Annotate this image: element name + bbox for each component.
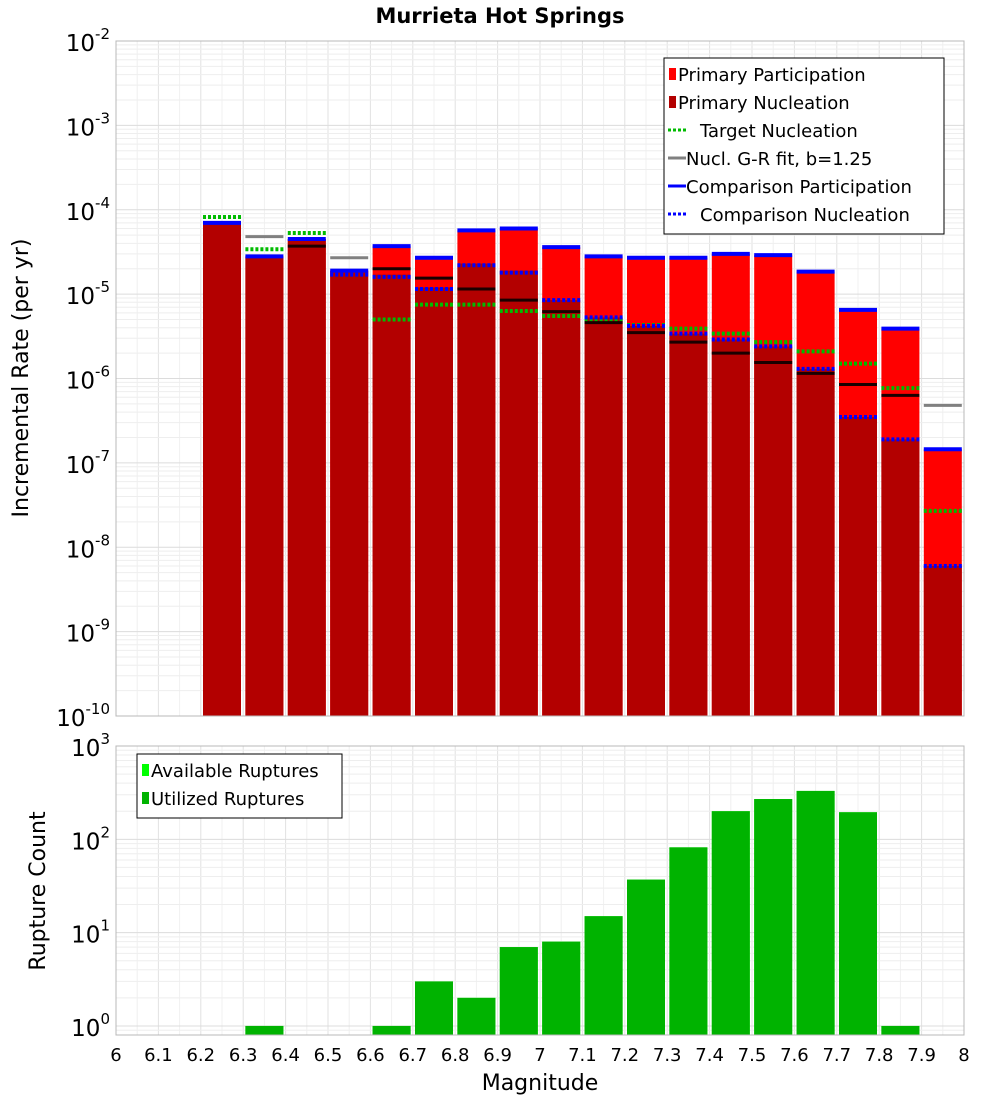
x-tick-label: 6.8	[441, 1045, 470, 1066]
rate-bar-primary-nucleation	[839, 416, 877, 716]
count-y-tick-label: 102	[71, 823, 110, 855]
x-tick-label: 6.6	[356, 1045, 385, 1066]
count-legend: Available Ruptures Utilized Ruptures	[136, 753, 343, 819]
rate-bar-primary-nucleation	[584, 317, 623, 716]
rate-bar-primary-nucleation	[287, 239, 326, 716]
count-frame	[115, 745, 965, 1036]
rate-y-tick-label: 10-5	[66, 278, 110, 310]
x-tick-label: 7.3	[653, 1045, 682, 1066]
rate-bar-primary-nucleation	[669, 333, 708, 716]
rate-y-tick-label: 10-8	[66, 531, 110, 563]
count-y-tick-labels: 100 101 102 103	[71, 730, 110, 1042]
x-tick-label: 7.8	[865, 1045, 894, 1066]
rate-bar-primary-nucleation	[627, 325, 665, 716]
x-tick-label: 6.9	[483, 1045, 512, 1066]
rate-y-tick-label: 10-10	[56, 700, 110, 732]
count-bar-utilized-ruptures	[669, 847, 708, 1035]
rate-legend-swatch	[669, 68, 676, 80]
count-bar-utilized-ruptures	[584, 916, 623, 1035]
rate-legend: Primary Participation Primary Nucleation T…	[663, 57, 945, 235]
count-bars	[245, 790, 920, 1035]
x-tick-label: 6	[110, 1045, 121, 1066]
rate-y-tick-label: 10-4	[66, 194, 110, 226]
top-y-axis-label: Incremental Rate (per yr)	[9, 239, 34, 518]
x-tick-labels: 6 6.1 6.2 6.3 6.4 6.5 6.6 6.7 6.8 6.9 7 7.1 7.2 7.3 7.…	[110, 1045, 969, 1066]
rate-bar-primary-nucleation	[245, 256, 284, 716]
rate-plot: 10-10 10-9 10-8 10-7 10-6 10-5 10-4 10-3 10-2 Pri…	[56, 25, 965, 732]
rate-bar-primary-nucleation	[415, 287, 453, 716]
count-y-tick-label: 101	[71, 917, 110, 949]
count-bar-utilized-ruptures	[754, 799, 793, 1035]
rate-bar-primary-nucleation	[457, 263, 496, 716]
rate-y-tick-label: 10-7	[66, 447, 110, 479]
count-y-tick-label: 103	[71, 730, 110, 762]
rate-bars	[203, 222, 962, 716]
x-tick-label: 7.6	[780, 1045, 809, 1066]
x-tick-label: 7.7	[822, 1045, 851, 1066]
rate-legend-swatch	[669, 96, 676, 108]
x-tick-label: 7	[534, 1045, 545, 1066]
rate-y-tick-label: 10-2	[66, 25, 110, 57]
x-tick-label: 7.5	[738, 1045, 767, 1066]
count-legend-label: Available Ruptures	[151, 761, 319, 782]
count-legend-swatch	[142, 764, 149, 776]
rate-legend-label: Primary Participation	[678, 65, 866, 86]
count-bar-utilized-ruptures	[711, 811, 750, 1035]
x-tick-label: 7.1	[568, 1045, 597, 1066]
rupture-count-plot: 100 101 102 103 Available Ruptures Utilized R…	[71, 730, 970, 1066]
x-tick-label: 7.9	[907, 1045, 936, 1066]
rate-bar-primary-nucleation	[203, 222, 241, 716]
count-legend-label: Utilized Ruptures	[151, 789, 304, 810]
rate-y-tick-labels: 10-10 10-9 10-8 10-7 10-6 10-5 10-4 10-3 10-2	[56, 25, 110, 732]
x-tick-label: 8	[958, 1045, 969, 1066]
rate-line-marks	[203, 215, 962, 568]
chart-title: Murrieta Hot Springs	[375, 4, 624, 28]
rate-legend-label: Comparison Nucleation	[700, 205, 910, 226]
x-tick-label: 6.2	[186, 1045, 215, 1066]
bottom-y-axis-label: Rupture Count	[26, 811, 51, 971]
x-tick-label: 6.3	[229, 1045, 258, 1066]
rate-bar-primary-nucleation	[923, 565, 962, 716]
count-bar-utilized-ruptures	[839, 812, 877, 1035]
count-bar-utilized-ruptures	[499, 947, 538, 1035]
count-bar-utilized-ruptures	[627, 879, 665, 1035]
count-bar-utilized-ruptures	[542, 941, 581, 1035]
rate-frame	[115, 40, 965, 717]
count-bar-utilized-ruptures	[415, 981, 453, 1035]
x-tick-label: 7.4	[695, 1045, 724, 1066]
rate-bar-primary-nucleation	[754, 346, 793, 716]
rate-legend-label: Primary Nucleation	[678, 93, 850, 114]
rate-y-tick-label: 10-6	[66, 363, 110, 395]
count-bar-utilized-ruptures	[372, 1025, 411, 1035]
x-tick-label: 6.1	[144, 1045, 173, 1066]
rate-legend-label: Nucl. G-R fit, b=1.25	[686, 149, 872, 170]
count-y-tick-label: 100	[71, 1010, 110, 1042]
count-bar-utilized-ruptures	[796, 790, 835, 1035]
rate-bar-primary-nucleation	[499, 270, 538, 716]
count-legend-box	[136, 753, 343, 819]
x-tick-label: 6.4	[271, 1045, 300, 1066]
count-legend-swatch	[142, 792, 149, 804]
rate-y-tick-label: 10-9	[66, 616, 110, 648]
rate-bar-primary-nucleation	[881, 439, 920, 716]
x-tick-label: 7.2	[610, 1045, 639, 1066]
rate-y-tick-label: 10-3	[66, 109, 110, 141]
rate-bar-primary-nucleation	[542, 300, 581, 716]
rate-bar-primary-nucleation	[372, 274, 411, 716]
rate-legend-box	[663, 57, 945, 235]
count-bar-utilized-ruptures	[881, 1025, 920, 1035]
rate-bar-primary-nucleation	[711, 339, 750, 716]
x-axis-label: Magnitude	[482, 1071, 599, 1096]
rate-bar-primary-nucleation	[796, 368, 835, 716]
rate-bar-primary-nucleation	[330, 270, 369, 716]
rate-legend-label: Comparison Participation	[686, 177, 912, 198]
rate-legend-label: Target Nucleation	[699, 121, 858, 142]
x-tick-label: 6.5	[314, 1045, 343, 1066]
count-bar-utilized-ruptures	[457, 997, 496, 1035]
count-bar-utilized-ruptures	[245, 1025, 284, 1035]
x-tick-label: 6.7	[398, 1045, 427, 1066]
